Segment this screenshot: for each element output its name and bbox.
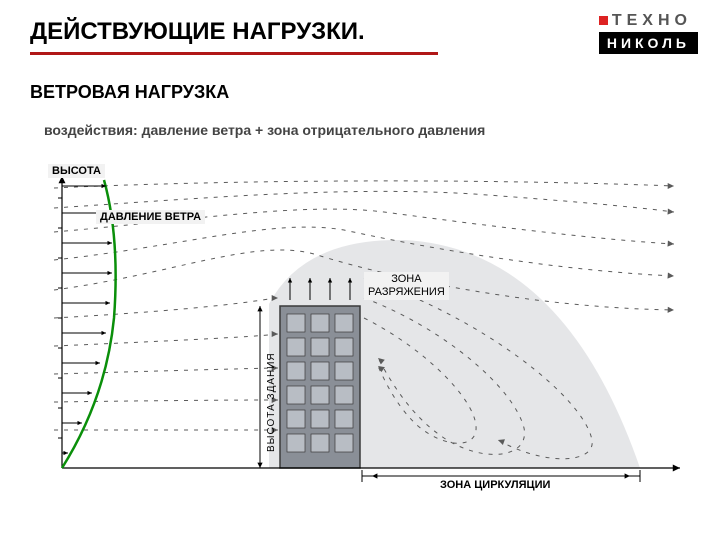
title-underline [30, 52, 438, 55]
logo-square-icon [599, 16, 608, 25]
logo-text-bottom: НИКОЛЬ [599, 32, 698, 54]
slide: ДЕЙСТВУЮЩИЕ НАГРУЗКИ. ТЕХНО НИКОЛЬ ВЕТРО… [0, 0, 720, 540]
label-rarefaction-l1: ЗОНА [391, 273, 421, 285]
page-title: ДЕЙСТВУЮЩИЕ НАГРУЗКИ. [30, 18, 365, 46]
wind-load-diagram: ВЫСОТА ДАВЛЕНИЕ ВЕТРА ЗОНА РАЗРЯЖЕНИЯ ВЫ… [44, 168, 684, 498]
label-building-height: ВЫСОТА ЗДАНИЯ [266, 352, 277, 452]
label-height: ВЫСОТА [48, 164, 105, 178]
logo-top-row: ТЕХНО [599, 12, 698, 30]
label-rarefaction-l2: РАЗРЯЖЕНИЯ [368, 286, 445, 298]
subtitle: ВЕТРОВАЯ НАГРУЗКА [30, 82, 229, 103]
logo-text-top: ТЕХНО [612, 12, 692, 29]
description: воздействия: давление ветра + зона отриц… [44, 122, 485, 138]
label-circulation-zone: ЗОНА ЦИРКУЛЯЦИИ [436, 478, 554, 492]
label-rarefaction-zone: ЗОНА РАЗРЯЖЕНИЯ [364, 272, 449, 300]
label-wind-pressure: ДАВЛЕНИЕ ВЕТРА [96, 210, 205, 224]
brand-logo: ТЕХНО НИКОЛЬ [599, 12, 698, 54]
